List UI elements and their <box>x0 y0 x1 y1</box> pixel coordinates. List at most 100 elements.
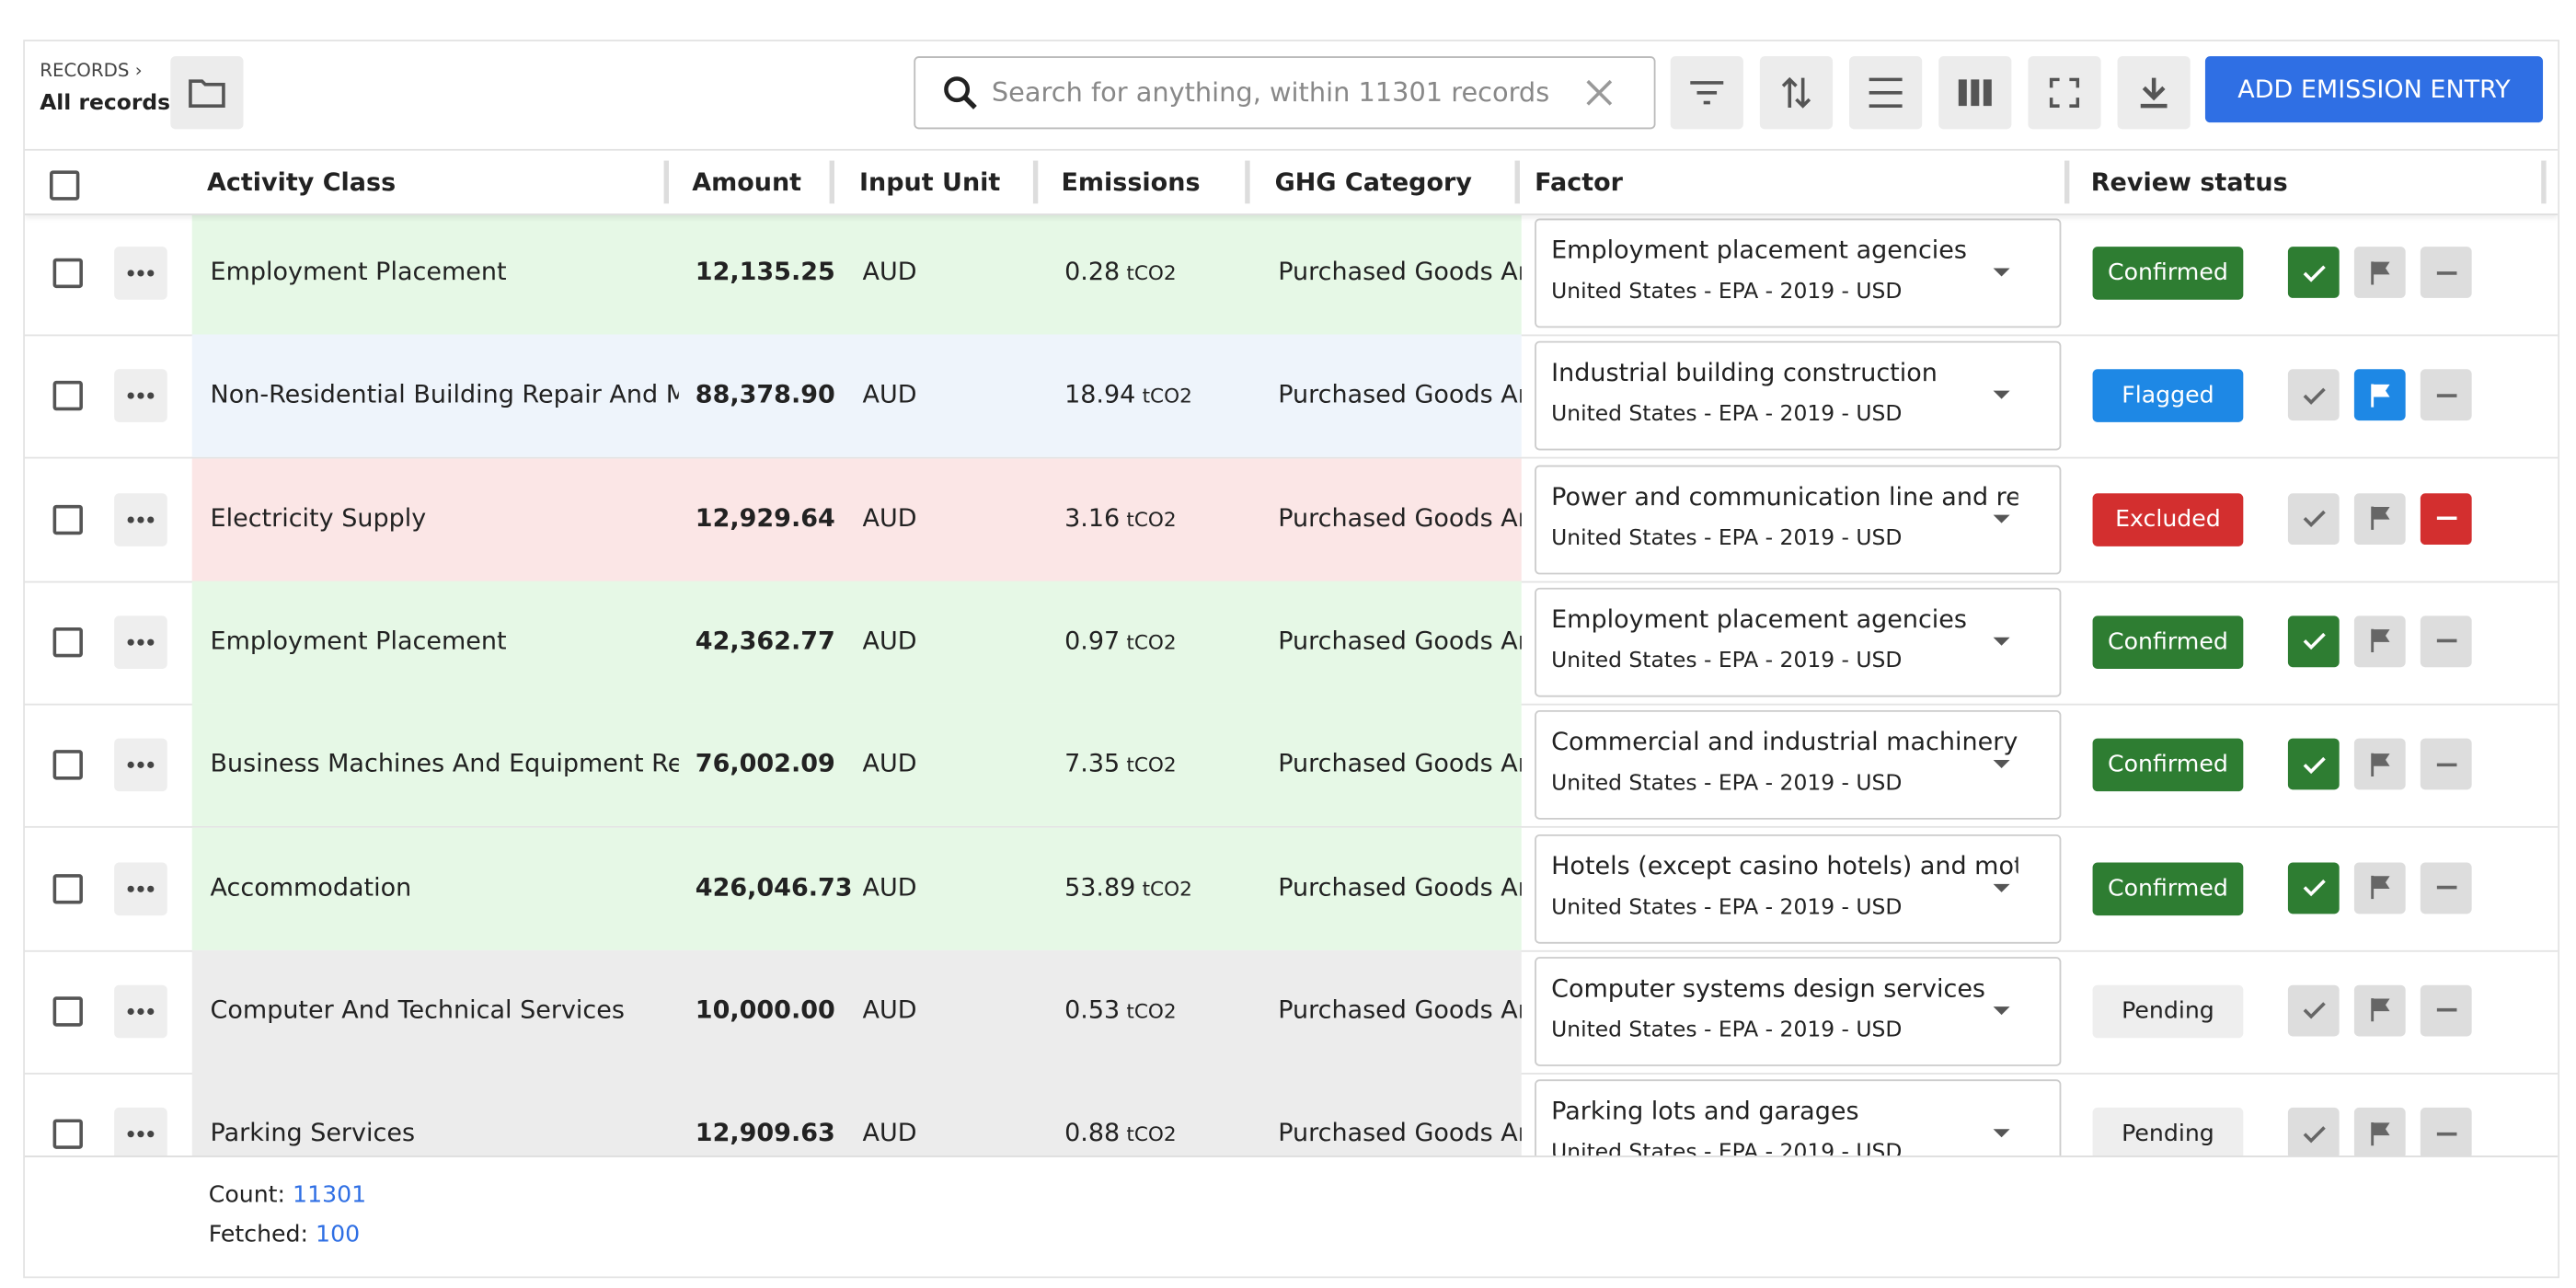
emissions: 0.53 tCO2 <box>1064 995 1177 1024</box>
row-checkbox[interactable] <box>52 750 83 780</box>
fullscreen-button[interactable] <box>2028 56 2101 130</box>
confirm-button[interactable] <box>2287 738 2340 790</box>
flag-button[interactable] <box>2353 615 2406 668</box>
breadcrumb[interactable]: RECORDS › <box>40 59 143 82</box>
dots-icon <box>127 638 155 646</box>
columns-button[interactable] <box>1938 56 2012 130</box>
search-box[interactable]: Search for anything, within 11301 record… <box>914 56 1656 130</box>
confirm-button[interactable] <box>2287 1108 2340 1159</box>
row-menu[interactable] <box>114 861 167 915</box>
exclude-button[interactable] <box>2420 369 2472 421</box>
row-menu[interactable] <box>114 738 167 792</box>
row-checkbox[interactable] <box>52 995 83 1027</box>
exclude-button[interactable] <box>2420 984 2472 1037</box>
factor-select[interactable]: Computer systems design services United S… <box>1535 956 2062 1066</box>
confirm-button[interactable] <box>2287 247 2340 298</box>
download-button[interactable] <box>2117 56 2191 130</box>
confirm-button[interactable] <box>2287 861 2340 914</box>
review-status[interactable]: Confirmed <box>2092 738 2244 792</box>
column-header[interactable]: GHG Category <box>1274 167 1472 198</box>
table-row: Accommodation 426,046.73 AUD 53.89 tCO2 Purch… <box>24 826 2559 951</box>
flag-button[interactable] <box>2353 738 2406 790</box>
row-menu[interactable] <box>114 984 167 1038</box>
factor-select[interactable]: Hotels (except casino hotels) and motels… <box>1535 834 2062 943</box>
density-button[interactable] <box>1849 56 1923 130</box>
flag-button[interactable] <box>2353 369 2406 421</box>
flag-button[interactable] <box>2353 861 2406 914</box>
exclude-button[interactable] <box>2420 492 2472 545</box>
sort-button[interactable] <box>1759 56 1834 130</box>
row-checkbox[interactable] <box>52 627 83 658</box>
folder-button[interactable] <box>170 56 244 130</box>
column-header[interactable]: Activity Class <box>206 167 397 198</box>
filter-button[interactable] <box>1670 56 1743 130</box>
row-menu[interactable] <box>114 1108 167 1161</box>
row-menu[interactable] <box>114 369 167 423</box>
flag-button[interactable] <box>2353 247 2406 298</box>
factor-select[interactable]: Employment placement agencies United Stat… <box>1535 218 2062 328</box>
emissions-unit: tCO2 <box>1126 630 1177 654</box>
activity-class: Employment Placement <box>210 256 507 287</box>
review-status[interactable]: Confirmed <box>2092 615 2244 669</box>
download-icon <box>2140 77 2168 109</box>
row-menu[interactable] <box>114 492 167 546</box>
input-unit: AUD <box>862 995 917 1025</box>
confirm-button[interactable] <box>2287 984 2340 1037</box>
action-icon <box>2435 270 2456 274</box>
review-status[interactable]: Pending <box>2092 984 2244 1038</box>
dropdown-arrow <box>1993 883 2010 892</box>
activity-class: Electricity Supply <box>210 502 427 533</box>
row-checkbox[interactable] <box>52 381 83 411</box>
exclude-button[interactable] <box>2420 247 2472 298</box>
amount: 12,909.63 <box>695 1117 835 1148</box>
dots-icon <box>127 270 155 277</box>
exclude-button[interactable] <box>2420 861 2472 914</box>
row-checkbox[interactable] <box>52 258 83 289</box>
exclude-button[interactable] <box>2420 1108 2472 1159</box>
review-status[interactable]: Pending <box>2092 1108 2244 1161</box>
row-menu[interactable] <box>114 615 167 669</box>
row-checkbox[interactable] <box>52 1119 83 1150</box>
density-icon <box>1869 77 1903 108</box>
row-menu[interactable] <box>114 247 167 300</box>
activity-class: Accommodation <box>210 871 412 902</box>
input-unit: AUD <box>862 1117 917 1148</box>
action-icon <box>2370 998 2389 1022</box>
confirm-button[interactable] <box>2287 615 2340 668</box>
review-status[interactable]: Confirmed <box>2092 861 2244 915</box>
emissions-value: 3.16 <box>1064 502 1121 533</box>
review-status[interactable]: Flagged <box>2092 369 2244 423</box>
breadcrumb-text[interactable]: RECORDS <box>40 59 130 82</box>
column-header[interactable]: Input Unit <box>858 167 1001 198</box>
column-header[interactable]: Amount <box>692 167 802 198</box>
factor-select[interactable]: Employment placement agencies United Stat… <box>1535 587 2062 697</box>
column-header[interactable]: Review status <box>2090 167 2288 198</box>
select-all-checkbox[interactable] <box>49 170 80 201</box>
factor-select[interactable]: Commercial and industrial machinery a… Un… <box>1535 710 2062 821</box>
row-checkbox[interactable] <box>52 873 83 903</box>
review-status[interactable]: Excluded <box>2092 492 2244 546</box>
add-entry-button[interactable]: ADD EMISSION ENTRY <box>2204 56 2544 123</box>
confirm-button[interactable] <box>2287 369 2340 421</box>
emissions-unit: tCO2 <box>1142 385 1192 408</box>
factor-select[interactable]: Industrial building construction United S… <box>1535 341 2062 451</box>
sort-icon <box>1781 76 1811 109</box>
clear-icon[interactable] <box>1584 78 1614 108</box>
exclude-button[interactable] <box>2420 738 2472 790</box>
column-separator <box>2064 160 2070 204</box>
flag-button[interactable] <box>2353 984 2406 1037</box>
dropdown-arrow <box>1993 1129 2010 1138</box>
confirm-button[interactable] <box>2287 492 2340 545</box>
flag-button[interactable] <box>2353 492 2406 545</box>
exclude-button[interactable] <box>2420 615 2472 668</box>
factor-select[interactable]: Power and communication line and relat… U… <box>1535 464 2062 574</box>
row-checkbox[interactable] <box>52 504 83 535</box>
emissions: 53.89 tCO2 <box>1064 871 1192 901</box>
review-status[interactable]: Confirmed <box>2092 247 2244 300</box>
action-icon <box>2370 260 2389 284</box>
flag-button[interactable] <box>2353 1108 2406 1159</box>
column-header[interactable]: Emissions <box>1061 167 1201 198</box>
column-header[interactable]: Factor <box>1535 167 1623 198</box>
